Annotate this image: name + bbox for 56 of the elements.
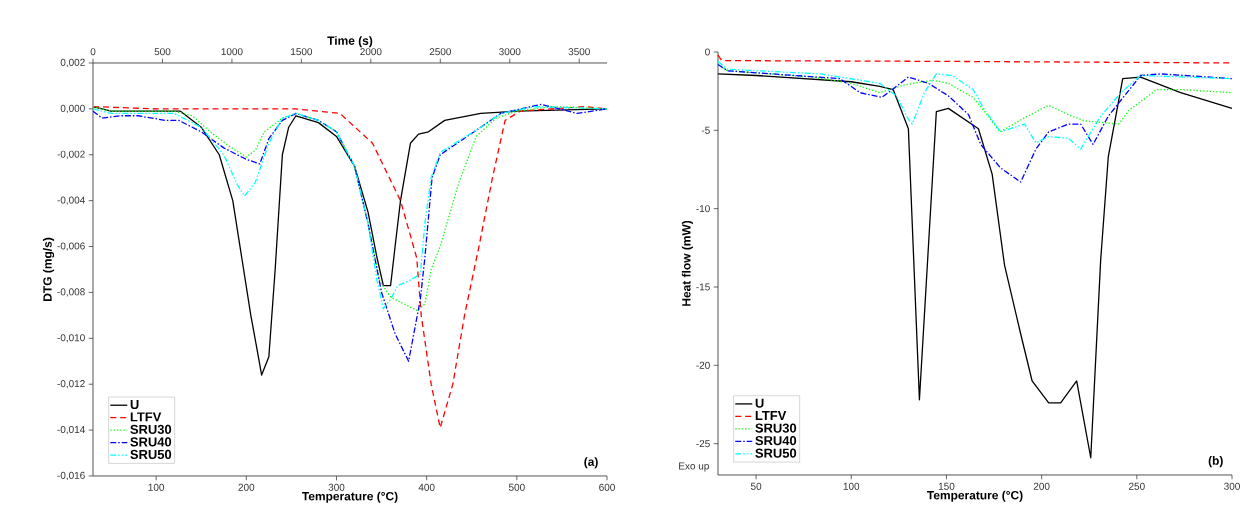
- legend-label: LTFV: [755, 411, 787, 421]
- y-tick-label: -25: [696, 440, 710, 448]
- x2-tick-label: 2000: [360, 48, 382, 56]
- legend-label: SRU30: [130, 424, 172, 434]
- x2-tick-label: 3000: [499, 48, 521, 56]
- text: Exo up: [679, 462, 709, 472]
- y-axis-title: Heat flow (mW): [681, 220, 693, 306]
- y-tick-label: -0,016: [57, 471, 85, 481]
- y-tick-label: -15: [696, 283, 710, 291]
- x-tick-label: 300: [1224, 482, 1240, 490]
- x-tick-label: 300: [328, 483, 345, 491]
- annotation: (a): [584, 457, 598, 469]
- legend-label: SRU30: [755, 423, 797, 433]
- x-tick-label: 200: [1033, 482, 1050, 490]
- y-tick-label: 0: [705, 48, 710, 56]
- x-tick-label: 600: [599, 483, 615, 491]
- y-tick-label: -0,010: [57, 334, 85, 343]
- x2-tick-label: 3500: [568, 48, 590, 56]
- y-tick-label: -0,006: [57, 242, 85, 251]
- y-tick-label: -20: [696, 361, 710, 369]
- x-tick-label: 250: [1129, 482, 1145, 490]
- x-tick-label: 150: [938, 482, 955, 490]
- legend-label: SRU50: [755, 448, 797, 458]
- x-tick-label: 200: [238, 483, 255, 491]
- x2-axis-title: Time (s): [327, 36, 373, 48]
- legend-label: U: [130, 400, 139, 410]
- y-tick-label: 0,002: [60, 58, 85, 68]
- x2-tick-label: 2500: [429, 48, 451, 56]
- x-tick-label: 100: [843, 482, 860, 490]
- y-tick-label: -5: [701, 126, 710, 134]
- x-tick-label: 500: [508, 483, 525, 491]
- x-tick-label: 50: [750, 482, 762, 490]
- x-axis-title: Temperature (°C): [302, 491, 398, 503]
- line-series: [717, 60, 1233, 150]
- y-tick-label: -10: [696, 205, 710, 213]
- y-tick-label: -0,002: [57, 150, 85, 159]
- x2-tick-label: 500: [154, 48, 171, 56]
- y-axis-title: DTG (mg/s): [42, 237, 55, 301]
- x2-tick-label: 1000: [221, 48, 243, 56]
- legend-label: LTFV: [130, 412, 162, 422]
- legend-label: SRU50: [130, 449, 172, 460]
- legend-label: SRU40: [755, 436, 797, 446]
- line-series: [717, 63, 1233, 183]
- x2-tick-label: 1500: [291, 48, 313, 56]
- y-tick-label: -0,012: [57, 380, 85, 389]
- x-axis-title: Temperature (°C): [927, 490, 1023, 502]
- x2-tick-label: 0: [90, 48, 96, 56]
- y-tick-label: -0,014: [57, 425, 85, 435]
- y-tick-label: -0,008: [57, 288, 85, 297]
- legend-label: SRU40: [130, 437, 172, 447]
- annotation: (b): [1208, 456, 1223, 468]
- x-tick-label: 100: [148, 483, 165, 491]
- x-tick-label: 400: [418, 483, 435, 491]
- y-tick-label: -0,004: [57, 196, 85, 205]
- legend-label: U: [755, 398, 764, 408]
- y-tick-label: 0,000: [60, 104, 85, 113]
